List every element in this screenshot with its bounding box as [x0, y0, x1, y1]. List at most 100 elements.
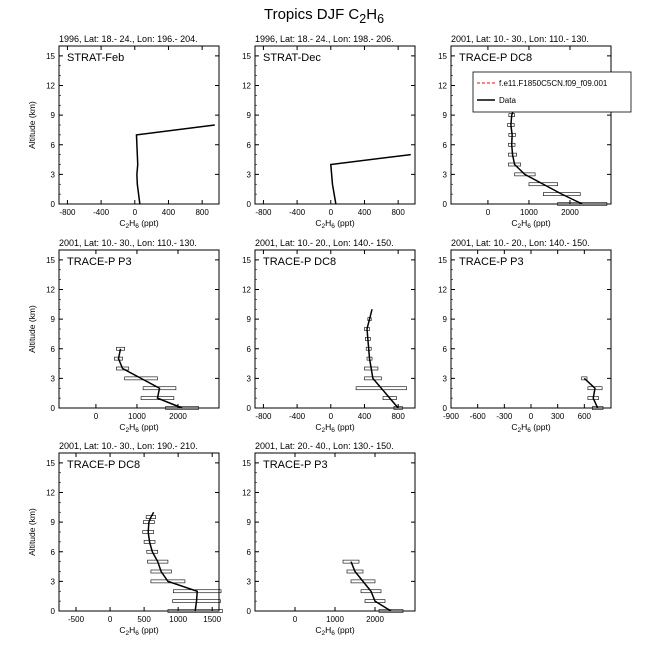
- campaign-label: TRACE-P DC8: [67, 459, 140, 471]
- x-tick-label: -500: [68, 615, 85, 624]
- campaign-label: TRACE-P DC8: [459, 52, 532, 64]
- campaign-label: STRAT-Dec: [263, 52, 321, 64]
- y-tick-label: 15: [46, 459, 55, 468]
- x-tick-label: 1500: [203, 615, 221, 624]
- x-axis-label: C2H6 (ppt): [119, 218, 159, 230]
- x-tick-label: 0: [486, 208, 491, 217]
- y-tick-label: 0: [443, 200, 448, 209]
- data-line: [117, 348, 183, 409]
- panel-8: 2001, Lat: 20.- 40., Lon: 130.- 150. TRAC…: [242, 441, 416, 637]
- y-tick-label: 9: [247, 315, 252, 324]
- plot-frame: [254, 249, 416, 409]
- x-tick-label: 0: [108, 615, 113, 624]
- y-tick-label: 3: [51, 577, 56, 586]
- y-tick-label: 6: [247, 548, 252, 557]
- x-tick-label: 400: [358, 208, 372, 217]
- y-tick-label: 6: [51, 548, 56, 557]
- y-tick-label: 9: [51, 315, 56, 324]
- x-axis-label: C2H6 (ppt): [315, 218, 355, 230]
- y-tick-label: 15: [438, 52, 447, 61]
- plot-frame: [58, 249, 220, 409]
- y-tick-label: 9: [443, 111, 448, 120]
- y-tick-label: 0: [51, 607, 56, 616]
- campaign-label: STRAT-Feb: [67, 52, 124, 64]
- y-tick-label: 3: [247, 577, 252, 586]
- campaign-label: TRACE-P P3: [263, 459, 328, 471]
- legend-data-label: Data: [499, 96, 516, 105]
- x-tick-label: -400: [93, 208, 110, 217]
- y-tick-label: 9: [443, 315, 448, 324]
- data-line: [583, 377, 599, 409]
- error-bar: [355, 386, 407, 391]
- panel-2: 1996, Lat: 18.- 24., Lon: 198.- 206. STRA…: [242, 34, 416, 230]
- y-axis-label: Altitude (km): [27, 305, 37, 353]
- error-bar: [378, 609, 404, 613]
- data-line: [147, 511, 199, 612]
- y-tick-label: 0: [443, 404, 448, 413]
- x-tick-label: 0: [329, 412, 334, 421]
- y-tick-label: 0: [51, 404, 56, 413]
- error-bar: [557, 202, 608, 206]
- y-tick-label: 15: [242, 256, 251, 265]
- y-tick-label: 12: [242, 286, 251, 295]
- error-bar: [124, 376, 158, 381]
- error-bar: [581, 376, 588, 381]
- x-tick-label: -900: [443, 412, 460, 421]
- panel-header: 1996, Lat: 18.- 24., Lon: 196.- 204.: [59, 34, 198, 44]
- error-bar: [528, 182, 558, 187]
- panel-1: 1996, Lat: 18.- 24., Lon: 196.- 204. STRA…: [27, 34, 220, 230]
- x-tick-label: 800: [391, 412, 405, 421]
- x-tick-label: 1000: [520, 208, 538, 217]
- error-bar: [150, 579, 186, 584]
- panel-5: 2001, Lat: 10.- 20., Lon: 140.- 150. TRAC…: [242, 238, 416, 434]
- plot-frame: [58, 452, 220, 612]
- campaign-label: TRACE-P P3: [67, 256, 132, 268]
- x-axis-label: C2H6 (ppt): [315, 422, 355, 434]
- y-tick-label: 0: [247, 200, 252, 209]
- panel-header: 2001, Lat: 10.- 20., Lon: 140.- 150.: [451, 238, 590, 248]
- x-tick-label: -300: [496, 412, 513, 421]
- y-tick-label: 12: [46, 489, 55, 498]
- x-tick-label: 1000: [169, 615, 187, 624]
- x-tick-label: -800: [255, 208, 272, 217]
- y-tick-label: 15: [242, 459, 251, 468]
- plot-frame: [450, 45, 612, 205]
- panel-header: 2001, Lat: 10.- 30., Lon: 110.- 130.: [451, 34, 589, 44]
- x-tick-label: 2000: [561, 208, 579, 217]
- y-tick-label: 15: [46, 256, 55, 265]
- error-bar: [382, 396, 397, 400]
- panel-header: 2001, Lat: 10.- 30., Lon: 190.- 210.: [59, 441, 198, 451]
- y-tick-label: 9: [247, 518, 252, 527]
- error-bar: [393, 406, 403, 410]
- x-tick-label: -400: [289, 208, 306, 217]
- panel-header: 2001, Lat: 10.- 30., Lon: 110.- 130.: [59, 238, 197, 248]
- y-tick-label: 12: [438, 286, 447, 295]
- y-tick-label: 6: [443, 345, 448, 354]
- x-tick-label: -800: [59, 208, 76, 217]
- x-tick-label: -800: [255, 412, 272, 421]
- y-tick-label: 9: [247, 111, 252, 120]
- plot-frame: [450, 249, 612, 409]
- x-tick-label: 0: [293, 615, 298, 624]
- y-tick-label: 6: [51, 141, 56, 150]
- error-bar: [514, 172, 536, 177]
- x-tick-label: 2000: [169, 412, 187, 421]
- y-tick-label: 3: [247, 170, 252, 179]
- x-tick-label: 0: [94, 412, 99, 421]
- y-tick-label: 3: [443, 374, 448, 383]
- y-tick-label: 6: [51, 345, 56, 354]
- y-tick-label: 6: [443, 141, 448, 150]
- panel-3: 2001, Lat: 10.- 30., Lon: 110.- 130. TRAC…: [438, 34, 632, 230]
- panel-6: 2001, Lat: 10.- 20., Lon: 140.- 150. TRAC…: [438, 238, 612, 434]
- campaign-label: TRACE-P DC8: [263, 256, 336, 268]
- x-tick-label: -400: [289, 412, 306, 421]
- x-tick-label: 400: [358, 412, 372, 421]
- campaign-label: TRACE-P P3: [459, 256, 524, 268]
- panel-7: 2001, Lat: 10.- 30., Lon: 190.- 210. TRAC…: [27, 441, 223, 637]
- data-line: [329, 153, 411, 205]
- x-axis-label: C2H6 (ppt): [119, 625, 159, 637]
- y-axis-label: Altitude (km): [27, 508, 37, 556]
- x-tick-label: 1000: [326, 615, 344, 624]
- y-tick-label: 12: [242, 489, 251, 498]
